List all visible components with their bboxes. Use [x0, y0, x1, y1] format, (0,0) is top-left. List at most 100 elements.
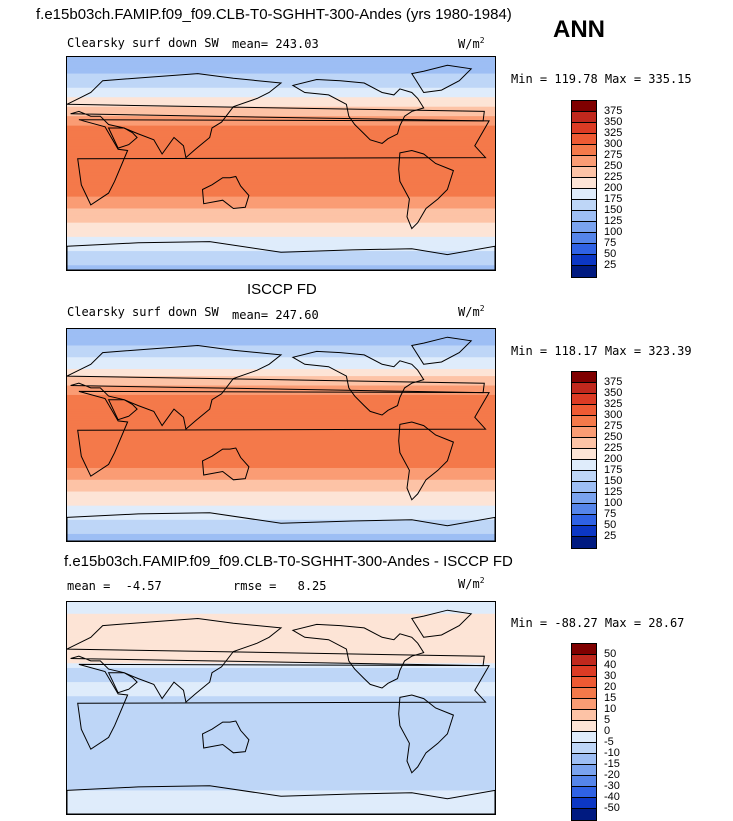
colorbar-swatch [572, 787, 596, 798]
colorbar-swatch [572, 222, 596, 233]
colorbar-swatch [572, 438, 596, 449]
colorbar-swatch [572, 145, 596, 156]
map-band [67, 172, 495, 176]
map-band [67, 109, 495, 113]
map-band [67, 783, 495, 787]
map-band [67, 128, 495, 131]
coastline [77, 119, 490, 206]
map-band [67, 222, 495, 226]
map-band [67, 423, 495, 427]
colorbar-swatch [572, 471, 596, 482]
coastline [67, 785, 495, 814]
map-band [67, 385, 495, 389]
map-band [67, 811, 495, 814]
colorbar-tick-label: 20 [604, 681, 617, 693]
colorbar-tick-label: 25 [604, 259, 617, 271]
panel1-map [66, 56, 496, 271]
colorbar-swatch [572, 699, 596, 710]
map-band [67, 731, 495, 735]
panel2-units: W/m2 [458, 304, 485, 319]
map-band [67, 740, 495, 744]
map-band [67, 733, 495, 737]
map-band [67, 217, 495, 221]
panel3-map [66, 601, 496, 815]
map-band [67, 637, 495, 641]
coastline [77, 390, 490, 477]
map-band [67, 665, 495, 669]
colorbar-tick-label: 175 [604, 193, 623, 205]
colorbar-swatch [572, 493, 596, 504]
map-band [67, 380, 495, 384]
map-band [67, 203, 495, 207]
map-band [67, 437, 495, 441]
colorbar-swatch [572, 372, 596, 383]
panel3-rmse-label: rmse = [233, 579, 277, 593]
map-band [67, 199, 495, 202]
map-band [67, 201, 495, 205]
colorbar-swatch [572, 383, 596, 394]
map-band [67, 111, 495, 115]
colorbar-tick-label: 40 [604, 659, 617, 671]
map-band [67, 227, 495, 231]
coastline [410, 336, 473, 365]
colorbar-swatch [572, 427, 596, 438]
coastline [107, 672, 138, 694]
colorbar-swatch [572, 526, 596, 537]
map-band [67, 604, 495, 608]
colorbar-swatch [572, 655, 596, 666]
map-band [67, 394, 495, 398]
map-band [67, 144, 495, 148]
map-band [67, 785, 495, 789]
map-band [67, 797, 495, 801]
map-band [67, 163, 495, 167]
map-band [67, 616, 495, 620]
colorbar-swatch [572, 211, 596, 222]
map-band [67, 85, 495, 89]
colorbar-tick-label: 225 [604, 442, 623, 454]
map-band [67, 644, 495, 648]
map-band [67, 477, 495, 481]
map-band [67, 693, 495, 697]
colorbar-swatch [572, 123, 596, 134]
map-band [67, 686, 495, 690]
colorbar-tick-label: 25 [604, 530, 617, 542]
colorbar-swatch [572, 244, 596, 255]
map-band [67, 679, 495, 683]
map-band [67, 68, 495, 72]
map-band [67, 498, 495, 502]
map-band [67, 764, 495, 768]
map-band [67, 465, 495, 469]
map-band [67, 215, 495, 219]
map-band [67, 512, 495, 516]
map-band [67, 496, 495, 500]
map-band [67, 439, 495, 443]
map-band [67, 806, 495, 810]
map-band [67, 748, 495, 751]
map-band [67, 187, 495, 191]
map-band [67, 620, 495, 624]
map-band [67, 430, 495, 434]
map-band [67, 94, 495, 98]
coastline [291, 350, 425, 416]
map-band [67, 151, 495, 155]
colorbar-tick-label: -20 [604, 769, 620, 781]
map-band [67, 194, 495, 198]
map-band [67, 146, 495, 150]
panel2-field-label: Clearsky surf down SW [67, 305, 219, 319]
map-band [67, 479, 495, 483]
map-band [67, 71, 495, 75]
map-band [67, 446, 495, 450]
colorbar-tick-label: 50 [604, 519, 617, 531]
map-band [67, 658, 495, 662]
colorbar-tick-label: 300 [604, 138, 623, 150]
coastline [77, 663, 490, 750]
map-band [67, 402, 495, 405]
map-band [67, 161, 495, 165]
colorbar-swatch [572, 677, 596, 688]
panel3-colorbar [571, 643, 597, 821]
map-band [67, 536, 495, 540]
map-band [67, 345, 495, 349]
map-band [67, 705, 495, 709]
map-band [67, 354, 495, 358]
map-band [67, 493, 495, 497]
